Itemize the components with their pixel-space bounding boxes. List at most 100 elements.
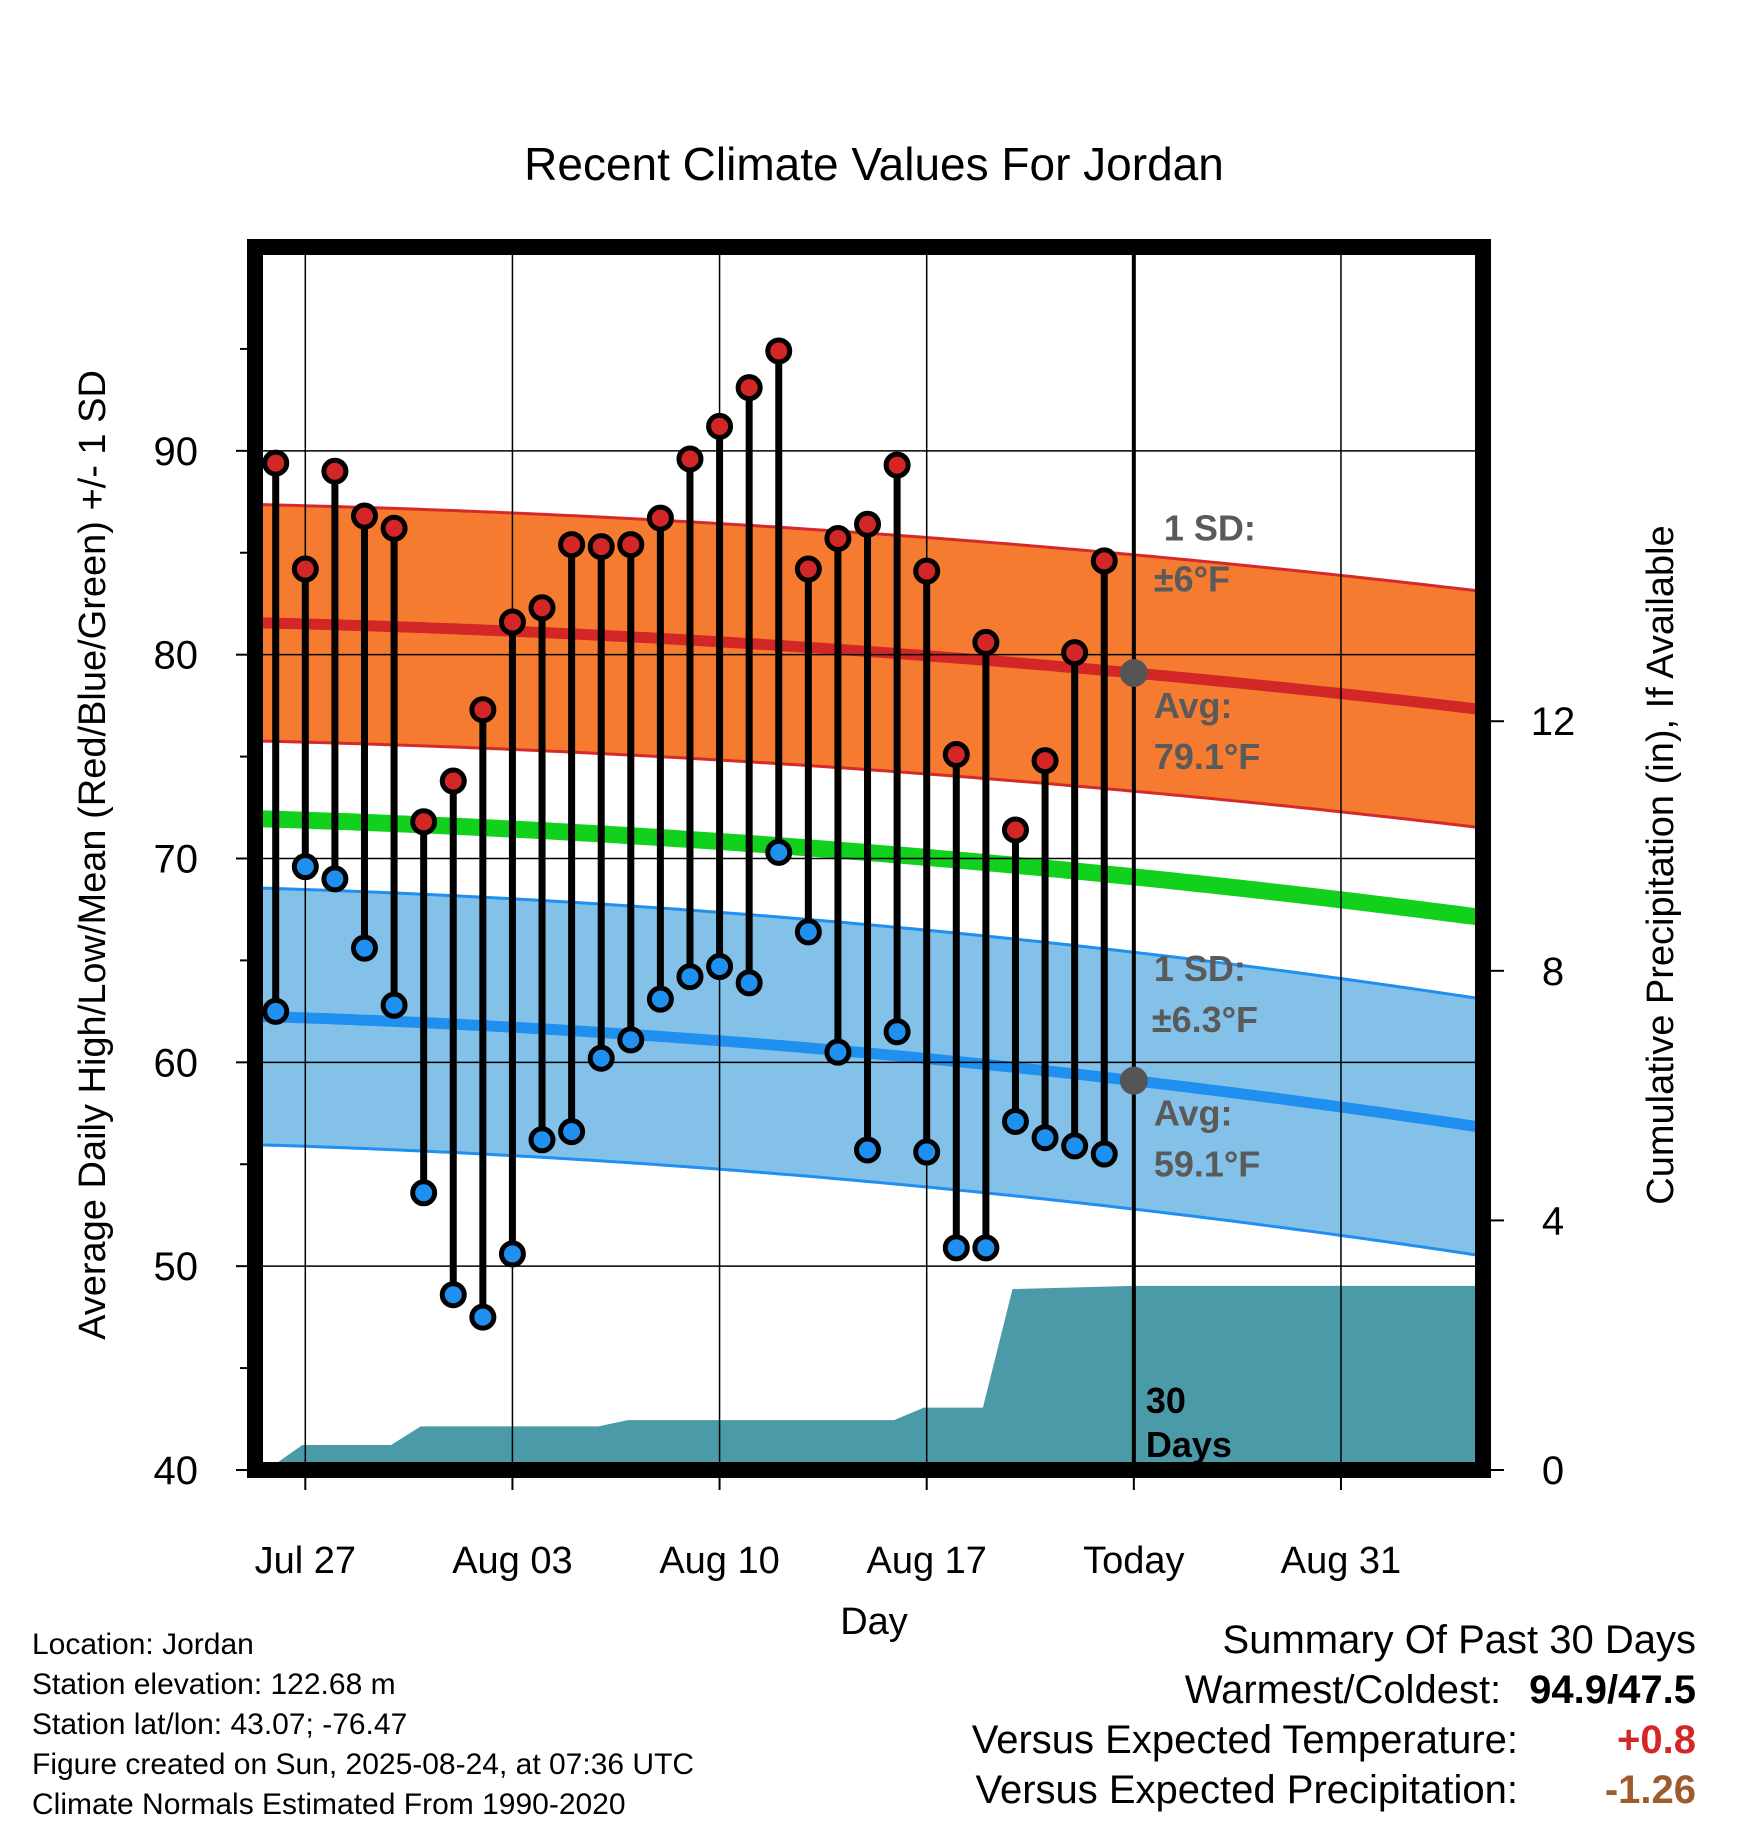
y-tick-label: 50 (154, 1245, 199, 1289)
high-sd-label: 1 SD: (1164, 508, 1256, 549)
precip-label: Versus Expected Precipitation: (975, 1768, 1518, 1812)
created-text: Figure created on Sun, 2025-08-24, at 07… (32, 1748, 695, 1781)
x-tick-label: Aug 10 (659, 1540, 779, 1582)
normals-text: Climate Normals Estimated From 1990-2020 (32, 1788, 626, 1821)
y-tick-label: 90 (154, 430, 199, 474)
daily-high-point (1061, 639, 1089, 667)
daily-low-point (706, 953, 734, 981)
chart-title: Recent Climate Values For Jordan (524, 138, 1224, 190)
daily-high-point (676, 445, 704, 473)
daily-high-point (883, 451, 911, 479)
daily-low-point (972, 1234, 1000, 1262)
precip-value: -1.26 (1604, 1768, 1696, 1812)
daily-low-point (291, 853, 319, 881)
daily-high-point (587, 533, 615, 561)
daily-high-point (765, 337, 793, 365)
low-sd-label: 1 SD: (1154, 948, 1246, 989)
daily-high-point (350, 502, 378, 530)
location-text: Location: Jordan (32, 1628, 254, 1661)
days-label-word: Days (1146, 1424, 1232, 1465)
daily-low-point (765, 838, 793, 866)
daily-high-point (913, 557, 941, 585)
daily-high-point (646, 504, 674, 532)
daily-low-point (321, 865, 349, 893)
daily-high-point (1090, 547, 1118, 575)
today-low-avg-marker (1119, 1066, 1148, 1095)
summary-temp-row: Versus Expected Temperature: +0.8 (972, 1715, 1696, 1765)
daily-low-point (735, 969, 763, 997)
daily-high-point (942, 741, 970, 769)
daily-high-point (410, 808, 438, 836)
latlon-text: Station lat/lon: 43.07; -76.47 (32, 1708, 408, 1741)
precip-area (266, 1285, 1483, 1470)
normal-low-band-lower-edge (256, 1143, 1482, 1258)
daily-low-point (617, 1026, 645, 1054)
daily-low-point (587, 1044, 615, 1072)
today-high-avg-marker (1119, 659, 1148, 688)
y2-axis-label: Cumulative Precipitation (in), If Availa… (1640, 525, 1682, 1204)
daily-high-point (1031, 747, 1059, 775)
elevation-text: Station elevation: 122.68 m (32, 1668, 396, 1701)
temp-value: +0.8 (1617, 1718, 1696, 1762)
summary-warm-cold-row: Warmest/Coldest: 94.9/47.5 (972, 1665, 1696, 1715)
daily-low-point (1061, 1132, 1089, 1160)
daily-low-point (380, 991, 408, 1019)
x-axis-label: Day (840, 1601, 908, 1643)
daily-high-point (439, 767, 467, 795)
x-tick-label: Aug 17 (866, 1540, 986, 1582)
y-tick-label: 60 (154, 1041, 199, 1085)
plot-frame (247, 239, 1491, 1478)
x-tick-label: Aug 31 (1281, 1540, 1401, 1582)
daily-high-point (380, 514, 408, 542)
x-tick-label: Aug 03 (452, 1540, 572, 1582)
daily-high-point (558, 531, 586, 559)
daily-low-point (350, 934, 378, 962)
daily-high-point (291, 555, 319, 583)
low-avg-value: 59.1°F (1154, 1143, 1260, 1184)
station-info: Location: Jordan Station elevation: 122.… (32, 1625, 694, 1825)
x-tick-label: Today (1083, 1540, 1184, 1582)
daily-low-point (528, 1126, 556, 1154)
y2-tick-label: 12 (1531, 700, 1576, 744)
days-label-number: 30 (1146, 1380, 1186, 1421)
temp-label: Versus Expected Temperature: (971, 1718, 1518, 1762)
daily-low-point (913, 1138, 941, 1166)
daily-low-point (854, 1136, 882, 1164)
daily-high-point (794, 555, 822, 583)
high-avg-label: Avg: (1154, 685, 1233, 726)
summary-precip-row: Versus Expected Precipitation: -1.26 (972, 1765, 1696, 1815)
y-axis-label: Average Daily High/Low/Mean (Red/Blue/Gr… (72, 370, 114, 1340)
daily-low-point (824, 1038, 852, 1066)
daily-high-point (972, 628, 1000, 656)
daily-high-point (617, 531, 645, 559)
y2-tick-label: 8 (1542, 950, 1564, 994)
y2-tick-label: 4 (1542, 1199, 1564, 1243)
daily-low-point (676, 963, 704, 991)
daily-low-point (558, 1118, 586, 1146)
high-avg-value: 79.1°F (1154, 736, 1260, 777)
daily-low-point (942, 1234, 970, 1262)
y-tick-label: 40 (154, 1449, 199, 1493)
daily-low-point (646, 985, 674, 1013)
daily-high-point (735, 374, 763, 402)
high-sd-value: ±6°F (1154, 558, 1230, 599)
daily-low-point (410, 1179, 438, 1207)
daily-high-point (262, 449, 290, 477)
daily-high-point (854, 510, 882, 538)
daily-high-point (469, 696, 497, 724)
x-tick-label: Jul 27 (255, 1540, 356, 1582)
summary-heading: Summary Of Past 30 Days (1222, 1618, 1696, 1662)
daily-low-point (498, 1240, 526, 1268)
daily-low-point (469, 1303, 497, 1331)
daily-high-point (824, 524, 852, 552)
warm-cold-label: Warmest/Coldest: (1184, 1668, 1502, 1712)
daily-low-point (1031, 1124, 1059, 1152)
daily-low-point (794, 918, 822, 946)
daily-high-point (706, 412, 734, 440)
daily-low-point (262, 997, 290, 1025)
daily-low-point (883, 1018, 911, 1046)
daily-high-point (321, 457, 349, 485)
daily-high-point (528, 594, 556, 622)
y-tick-label: 70 (154, 838, 199, 882)
